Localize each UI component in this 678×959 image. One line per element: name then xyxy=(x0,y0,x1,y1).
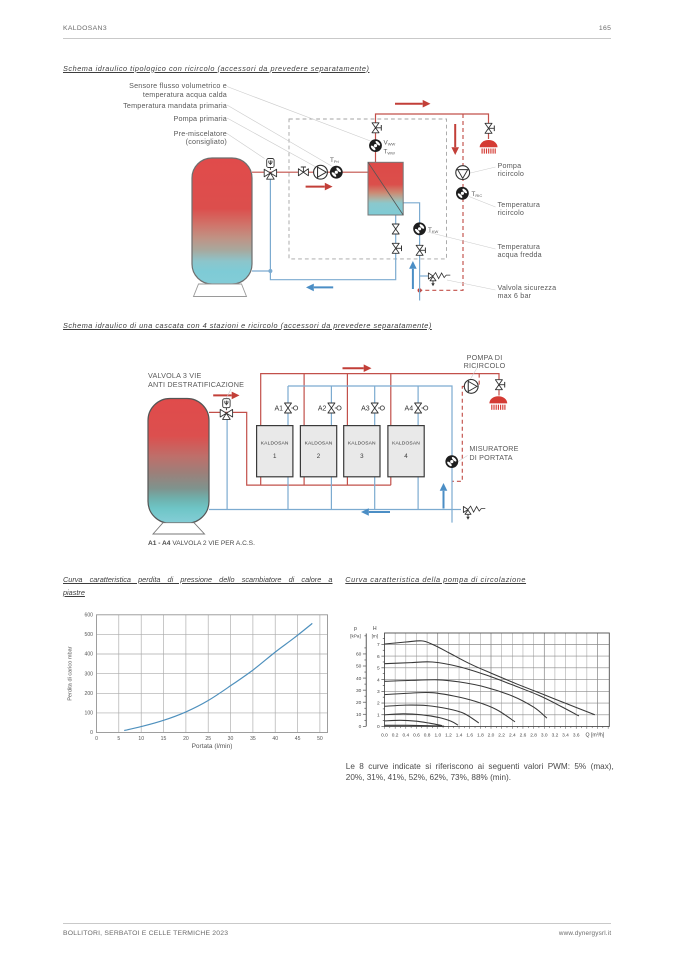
svg-text:3: 3 xyxy=(377,689,380,695)
svg-text:6: 6 xyxy=(377,654,380,660)
svg-text:KALDOSAN: KALDOSAN xyxy=(261,441,289,447)
svg-text:30: 30 xyxy=(228,736,234,742)
svg-text:20: 20 xyxy=(183,736,189,742)
svg-text:2.4: 2.4 xyxy=(509,733,516,739)
svg-text:1.4: 1.4 xyxy=(456,733,463,739)
svg-text:10: 10 xyxy=(138,736,144,742)
svg-text:2: 2 xyxy=(317,453,321,460)
svg-text:20: 20 xyxy=(356,700,362,706)
svg-text:0: 0 xyxy=(359,724,362,730)
svg-text:0.2: 0.2 xyxy=(392,733,399,739)
svg-text:100: 100 xyxy=(85,711,94,717)
svg-text:5: 5 xyxy=(377,666,380,672)
svg-text:50: 50 xyxy=(356,664,362,670)
svg-text:KALDOSAN: KALDOSAN xyxy=(392,441,420,447)
svg-text:3.2: 3.2 xyxy=(552,733,559,739)
svg-text:5: 5 xyxy=(117,736,120,742)
svg-text:300: 300 xyxy=(85,671,94,677)
svg-text:500: 500 xyxy=(85,632,94,638)
svg-text:TRIC: TRIC xyxy=(472,191,483,198)
svg-text:A3: A3 xyxy=(361,406,370,413)
svg-text:400: 400 xyxy=(85,652,94,658)
svg-text:40: 40 xyxy=(272,736,278,742)
svg-text:3.4: 3.4 xyxy=(562,733,569,739)
svg-text:2.8: 2.8 xyxy=(530,733,537,739)
svg-text:[m]: [m] xyxy=(372,634,378,639)
svg-text:4: 4 xyxy=(377,677,380,683)
svg-text:3.6: 3.6 xyxy=(573,733,580,739)
svg-text:25: 25 xyxy=(205,736,211,742)
svg-text:50: 50 xyxy=(317,736,323,742)
svg-text:p: p xyxy=(354,626,357,632)
svg-text:0: 0 xyxy=(95,736,98,742)
svg-text:1.0: 1.0 xyxy=(434,733,441,739)
svg-text:35: 35 xyxy=(250,736,256,742)
svg-text:A4: A4 xyxy=(405,406,414,413)
svg-text:Portata (l/min): Portata (l/min) xyxy=(192,743,233,750)
svg-text:7: 7 xyxy=(377,642,380,648)
svg-text:1.6: 1.6 xyxy=(466,733,473,739)
svg-text:200: 200 xyxy=(85,691,94,697)
svg-text:15: 15 xyxy=(161,736,167,742)
svg-text:0.4: 0.4 xyxy=(402,733,409,739)
svg-text:3: 3 xyxy=(360,453,364,460)
svg-text:2.0: 2.0 xyxy=(488,733,495,739)
svg-text:3.0: 3.0 xyxy=(541,733,548,739)
svg-text:TWW: TWW xyxy=(384,149,396,156)
svg-text:600: 600 xyxy=(85,613,94,619)
svg-text:30: 30 xyxy=(356,688,362,694)
svg-text:A1: A1 xyxy=(274,406,283,413)
svg-text:1: 1 xyxy=(273,453,277,460)
svg-text:Q [m³/h]: Q [m³/h] xyxy=(586,732,605,738)
svg-text:H: H xyxy=(373,626,377,632)
svg-text:0.8: 0.8 xyxy=(424,733,431,739)
svg-text:2.6: 2.6 xyxy=(520,733,527,739)
svg-text:VWW: VWW xyxy=(384,140,396,147)
svg-text:A2: A2 xyxy=(318,406,327,413)
svg-text:1: 1 xyxy=(377,713,380,719)
svg-text:KALDOSAN: KALDOSAN xyxy=(305,441,333,447)
svg-text:0.6: 0.6 xyxy=(413,733,420,739)
svg-text:0: 0 xyxy=(377,724,380,730)
svg-text:[kPa]: [kPa] xyxy=(350,634,360,639)
svg-text:2: 2 xyxy=(377,701,380,707)
svg-text:KALDOSAN: KALDOSAN xyxy=(348,441,376,447)
svg-text:Perdita di carico mbar: Perdita di carico mbar xyxy=(68,646,74,701)
svg-text:1.2: 1.2 xyxy=(445,733,452,739)
svg-text:40: 40 xyxy=(356,676,362,682)
svg-text:2.2: 2.2 xyxy=(498,733,505,739)
svg-text:TPri: TPri xyxy=(330,157,339,164)
svg-text:TKW: TKW xyxy=(428,227,439,234)
svg-text:0.0: 0.0 xyxy=(381,733,388,739)
svg-text:4: 4 xyxy=(404,453,408,460)
svg-text:45: 45 xyxy=(295,736,301,742)
svg-text:10: 10 xyxy=(356,712,362,718)
svg-text:0: 0 xyxy=(90,730,93,736)
svg-text:1.8: 1.8 xyxy=(477,733,484,739)
svg-text:60: 60 xyxy=(356,652,362,658)
